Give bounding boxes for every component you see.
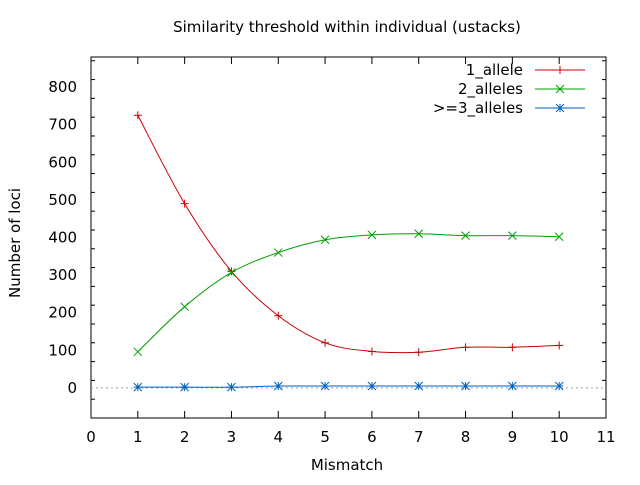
data-point-2-alleles <box>414 229 424 239</box>
series-line-2-alleles <box>137 233 560 353</box>
x-tick-label: 2 <box>180 428 190 446</box>
data-point-1-allele <box>180 199 189 208</box>
x-tick-label: 10 <box>550 428 569 446</box>
data-point-1-allele <box>274 311 283 320</box>
data-point-3-alleles <box>554 381 564 391</box>
data-point-1-allele <box>414 348 423 357</box>
x-tick-label: 1 <box>133 428 143 446</box>
y-tick-label: 100 <box>48 341 77 359</box>
data-point-2-alleles <box>367 230 377 240</box>
y-tick-label: 400 <box>48 229 77 247</box>
legend-marker-3-alleles <box>555 103 565 113</box>
data-point-3-alleles <box>367 381 377 391</box>
data-point-1-allele <box>133 111 142 120</box>
data-point-3-alleles <box>273 381 283 391</box>
y-tick-label: 800 <box>48 78 77 96</box>
axes: 0 100 200 300 400 500 600 700 800 0 1 2 3 4 5 6 7 8 9 10 11 <box>48 56 616 446</box>
data-point-2-alleles <box>273 248 283 257</box>
x-axis-title: Mismatch <box>311 456 383 474</box>
series-line-1-allele <box>137 115 560 354</box>
data-point-3-alleles <box>508 381 517 391</box>
data-point-1-allele <box>321 338 330 347</box>
series-line-3-alleles <box>137 385 560 388</box>
x-tick-label: 6 <box>367 428 377 446</box>
x-tick-label: 5 <box>320 428 330 446</box>
y-tick-label: 600 <box>48 153 77 171</box>
legend-marker-1-allele <box>556 66 564 74</box>
series-group <box>133 111 564 392</box>
data-point-3-alleles <box>180 382 189 392</box>
data-point-2-alleles <box>180 302 189 312</box>
data-point-3-alleles <box>133 382 143 392</box>
data-point-2-alleles <box>461 231 470 240</box>
legend-label-1-allele: 1_allele <box>466 61 523 80</box>
data-point-1-allele <box>555 341 564 350</box>
legend-marker-2-alleles <box>555 84 565 94</box>
y-tick-label: 500 <box>48 191 77 209</box>
data-point-2-alleles <box>320 235 330 245</box>
x-tick-label: 3 <box>227 428 237 446</box>
y-tick-label: 700 <box>48 116 77 134</box>
x-tick-label: 7 <box>414 428 424 446</box>
legend-label-2-alleles: 2_alleles <box>458 80 523 99</box>
legend-label-3-alleles: >=3_alleles <box>433 99 523 118</box>
data-point-2-alleles <box>227 268 236 277</box>
data-point-3-alleles <box>414 381 424 391</box>
data-point-3-alleles <box>227 382 236 392</box>
data-point-2-alleles <box>508 231 517 240</box>
data-point-3-alleles <box>461 381 470 391</box>
data-point-1-allele <box>367 347 376 356</box>
data-point-1-allele <box>461 343 470 352</box>
data-point-1-allele <box>508 343 517 352</box>
y-tick-label: 0 <box>67 379 77 397</box>
x-tick-label: 11 <box>596 428 615 446</box>
plot-frame <box>90 56 607 419</box>
x-tick-label: 9 <box>508 428 518 446</box>
x-tick-label: 8 <box>461 428 471 446</box>
x-tick-label: 4 <box>273 428 283 446</box>
y-tick-label: 200 <box>48 304 77 322</box>
x-tick-label: 0 <box>86 428 96 446</box>
data-point-2-alleles <box>554 232 564 242</box>
chart-title: Similarity threshold within individual (… <box>173 18 521 36</box>
y-tick-label: 300 <box>48 266 77 284</box>
data-point-2-alleles <box>133 347 143 357</box>
y-axis-title: Number of loci <box>6 188 24 298</box>
data-point-3-alleles <box>320 381 330 391</box>
